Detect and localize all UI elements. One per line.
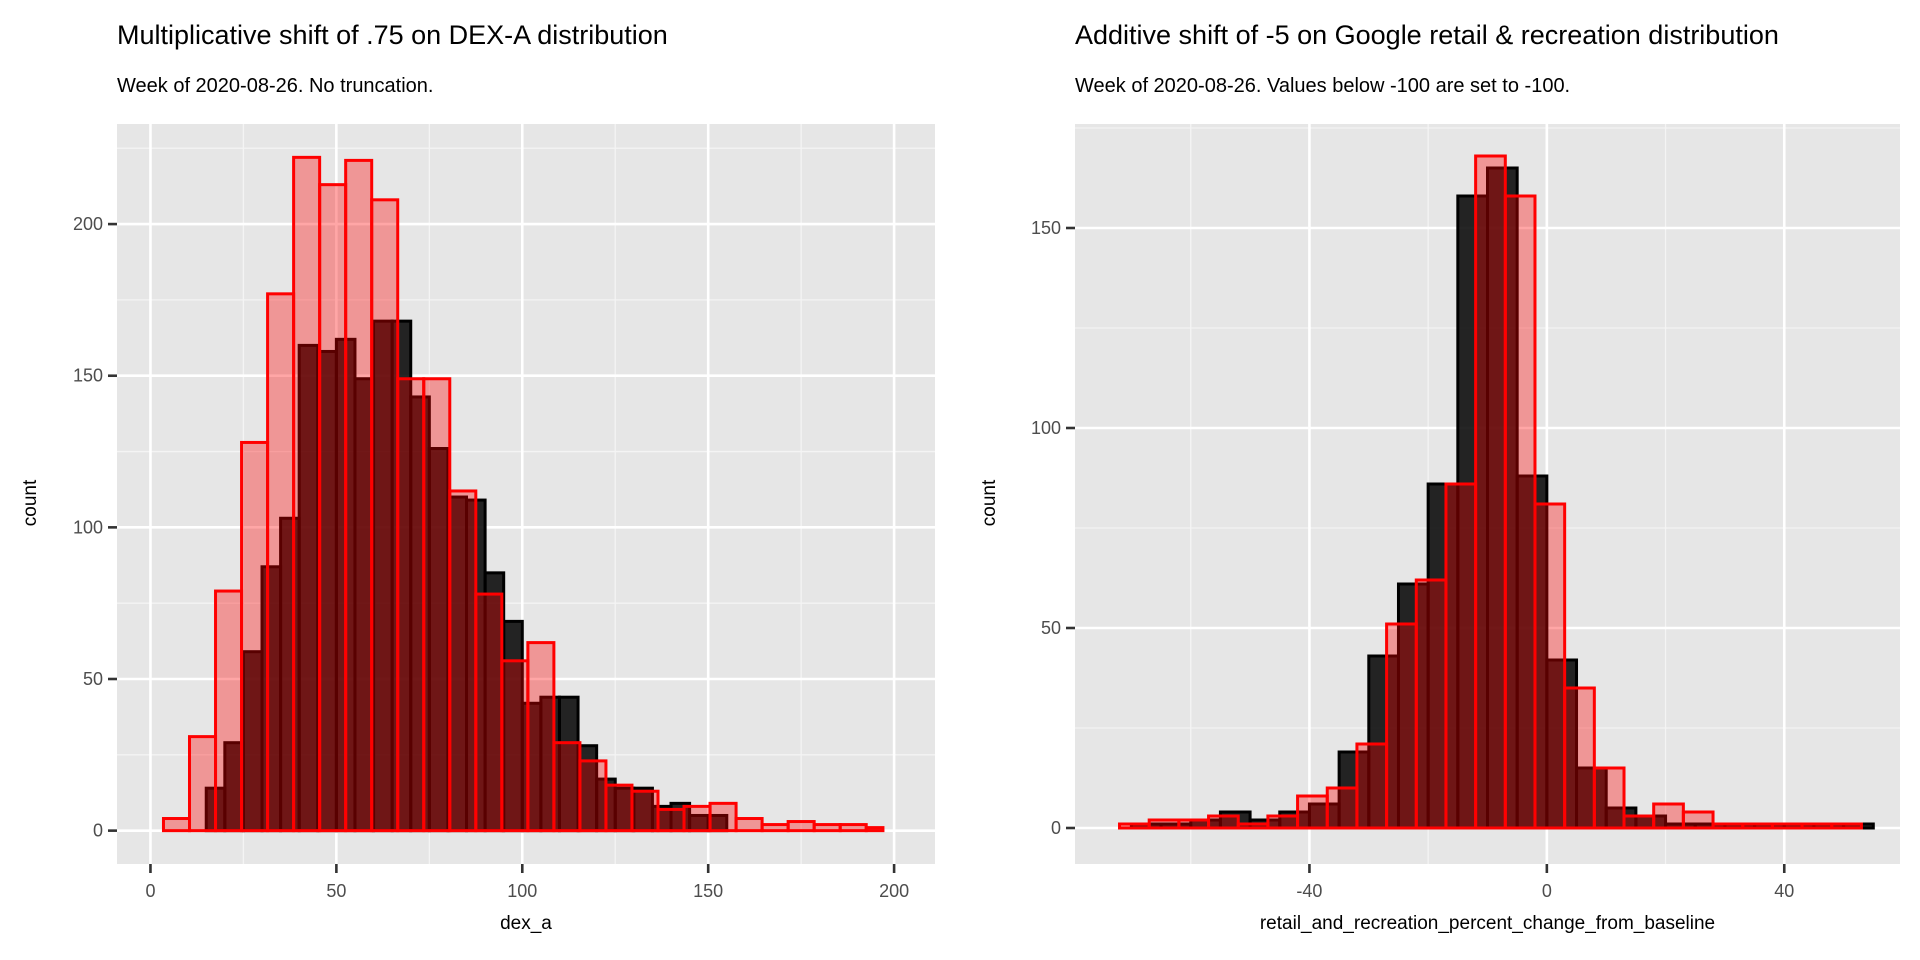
shifted-bar — [214, 589, 244, 833]
y-tick-label: 150 — [73, 366, 103, 386]
y-tick-label: 100 — [1031, 418, 1061, 438]
original-bar — [1426, 482, 1460, 830]
chart-subtitle: Week of 2020-08-26. No truncation. — [117, 75, 434, 97]
shifted-bar — [1770, 822, 1804, 830]
y-axis-title: count — [979, 479, 1000, 526]
shifted-bar — [266, 292, 296, 833]
shifted-bar — [1533, 502, 1567, 830]
shifted-bar — [786, 820, 816, 833]
shifted-bar — [448, 489, 478, 833]
x-tick-label: 40 — [1774, 881, 1794, 901]
shifted-bar — [1177, 818, 1211, 830]
shifted-bar — [1652, 802, 1685, 830]
shifted-bar — [708, 801, 738, 833]
x-tick-label: 200 — [879, 881, 909, 901]
shifted-bar — [552, 741, 582, 833]
shifted-bar — [526, 641, 556, 833]
shifted-bar — [1296, 794, 1329, 830]
shifted-bar — [474, 592, 504, 833]
shifted-bar — [864, 826, 885, 833]
shifted-bar — [292, 155, 322, 833]
shifted-bar — [1681, 810, 1715, 830]
shifted-bar — [1711, 822, 1745, 830]
shifted-bar — [1592, 766, 1626, 830]
shifted-bar — [1266, 814, 1300, 830]
y-tick-label: 0 — [1051, 818, 1061, 838]
shifted-bar — [1622, 814, 1656, 830]
x-axis-title: dex_a — [500, 913, 552, 934]
retail-recreation-panel: Additive shift of -5 on Google retail & … — [960, 0, 1920, 960]
shifted-bar — [1118, 822, 1151, 830]
shifted-bar — [240, 440, 270, 833]
shifted-bar — [370, 198, 400, 833]
x-tick-label: -40 — [1296, 881, 1322, 901]
chart-title: Multiplicative shift of .75 on DEX-A dis… — [117, 20, 668, 50]
x-tick-label: 0 — [145, 881, 155, 901]
y-axis-title: count — [20, 479, 41, 526]
shifted-bar — [1236, 822, 1270, 830]
shifted-bar — [344, 158, 374, 833]
shifted-bar — [1741, 822, 1774, 830]
shifted-bar — [1503, 194, 1537, 830]
shifted-bar — [812, 823, 842, 833]
shifted-bar — [396, 377, 426, 833]
shifted-bar — [1830, 822, 1863, 830]
original-bar — [1337, 750, 1371, 830]
shifted-bar — [1474, 154, 1507, 830]
y-tick-label: 100 — [73, 517, 103, 537]
shifted-bar — [1355, 742, 1389, 830]
shifted-bar — [1563, 686, 1596, 830]
dex-a-histogram: 0 50 100 150 200 0 50 100 150 200 dex_a count — [20, 124, 935, 934]
shifted-bar — [188, 735, 218, 833]
shifted-bar — [656, 807, 686, 833]
shifted-bar — [1414, 578, 1448, 830]
shifted-bar — [682, 804, 712, 833]
shifted-bar — [1147, 818, 1181, 830]
x-tick-label: 0 — [1542, 881, 1552, 901]
shifted-bar — [760, 823, 790, 833]
x-tick-label: 100 — [507, 881, 537, 901]
y-tick-label: 150 — [1031, 218, 1061, 238]
shifted-bar — [161, 817, 192, 833]
shifted-bar — [630, 789, 660, 833]
shifted-bar — [1325, 786, 1359, 830]
shifted-bar — [1800, 822, 1834, 830]
x-tick-label: 150 — [693, 881, 723, 901]
shifted-bar — [1385, 622, 1418, 830]
chart-subtitle: Week of 2020-08-26. Values below -100 ar… — [1075, 75, 1571, 97]
retail-recreation-histogram: 0 50 100 150 -40 0 40 retail_and_recreation_per… — [979, 124, 1900, 934]
shifted-bar — [422, 377, 452, 833]
y-tick-label: 50 — [83, 669, 103, 689]
shifted-bar — [604, 783, 634, 833]
x-axis-title: retail_and_recreation_percent_change_fro… — [1260, 913, 1715, 934]
shifted-bar — [1444, 482, 1478, 830]
shifted-bar — [578, 759, 608, 833]
shifted-bar — [1207, 814, 1240, 830]
y-tick-label: 0 — [93, 821, 103, 841]
dex-a-panel: Multiplicative shift of .75 on DEX-A dis… — [20, 20, 935, 934]
chart-title: Additive shift of -5 on Google retail & … — [1075, 20, 1779, 50]
x-tick-label: 50 — [326, 881, 346, 901]
shifted-bar — [734, 817, 764, 833]
shifted-bar — [500, 659, 530, 833]
y-tick-label: 50 — [1041, 618, 1061, 638]
y-tick-label: 200 — [73, 214, 103, 234]
shifted-bar — [318, 183, 348, 833]
shifted-bar — [838, 823, 868, 833]
